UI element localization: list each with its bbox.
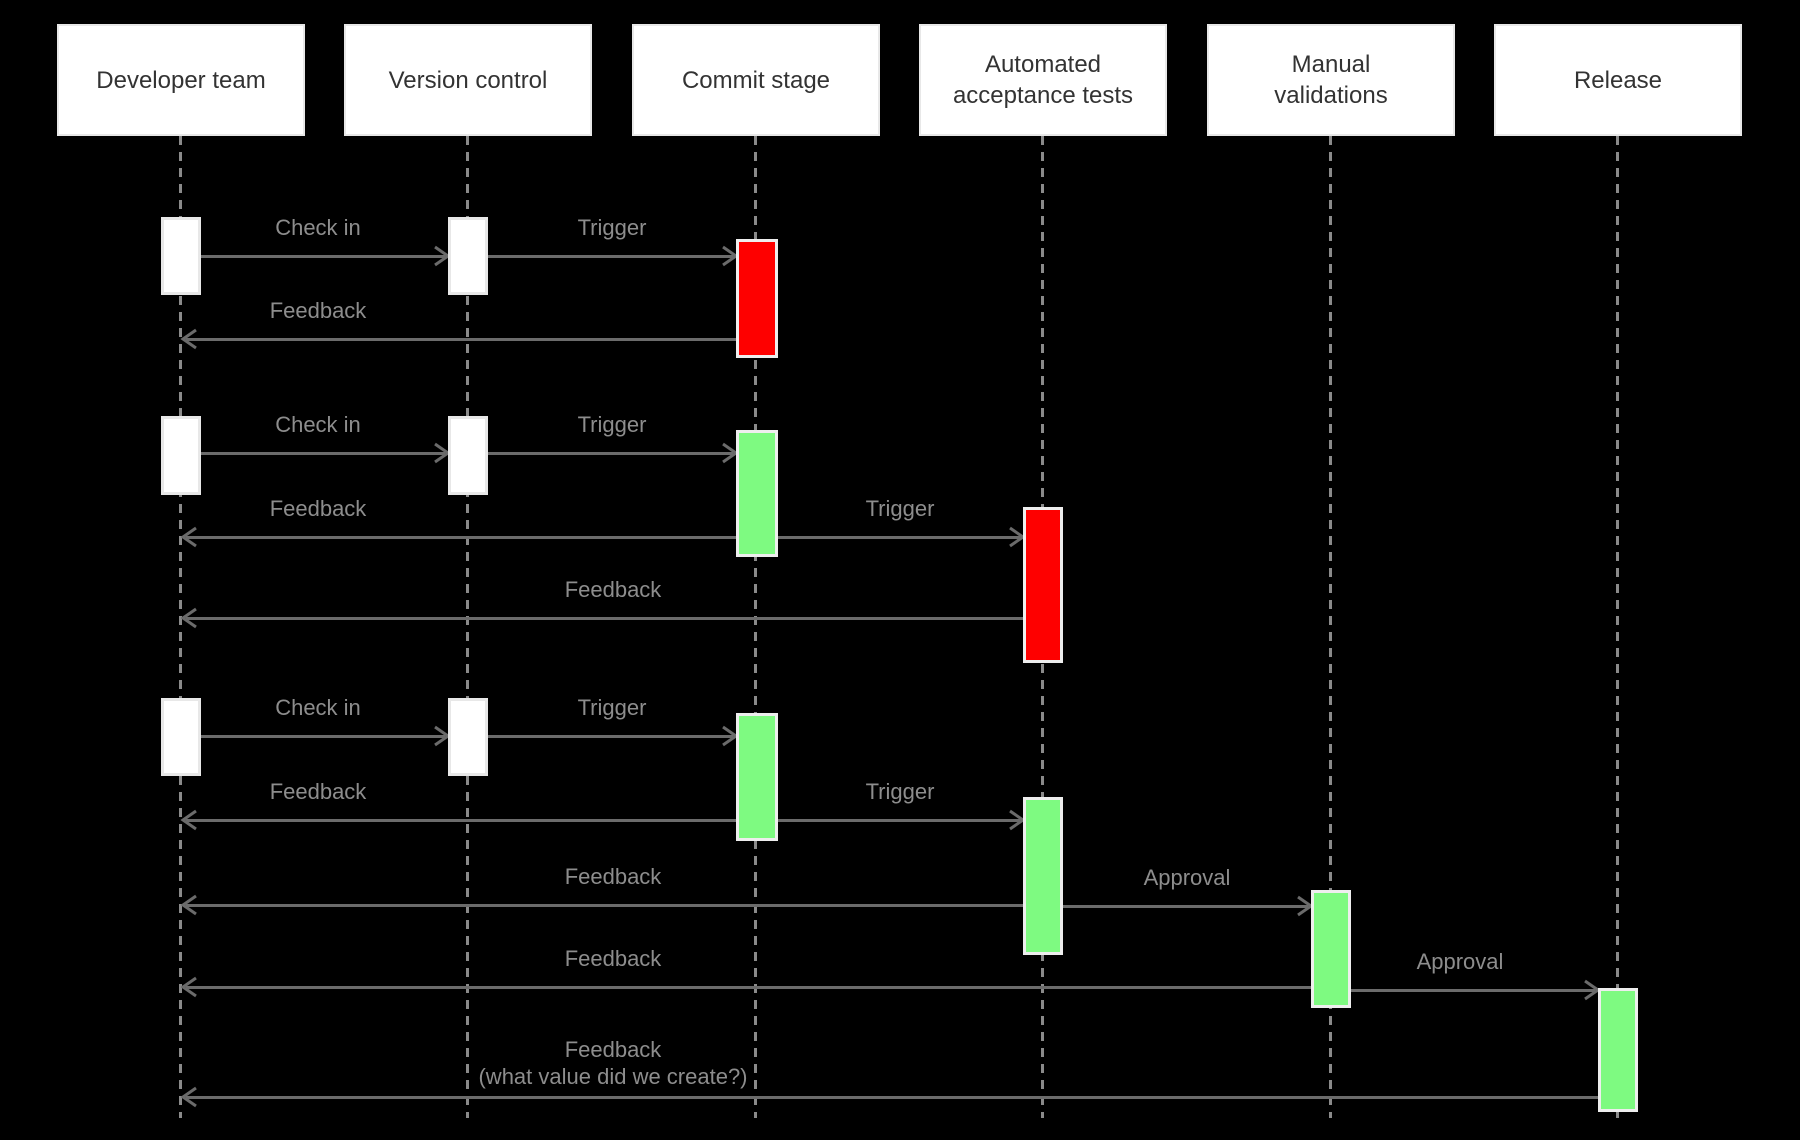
message-label-feedback-4: Feedback bbox=[269, 779, 367, 804]
activation-acceptance-tests-green bbox=[1023, 797, 1063, 955]
actor-header-commit-stage: Commit stage bbox=[632, 24, 880, 136]
activation-developer-1 bbox=[161, 217, 201, 295]
activation-version-control-3 bbox=[448, 698, 488, 776]
message-line-trigger-3 bbox=[778, 535, 1020, 539]
actor-header-automated-acceptance-tests: Automated acceptance tests bbox=[919, 24, 1167, 136]
message-label-trigger-5: Trigger bbox=[865, 779, 935, 804]
message-line-trigger-1 bbox=[488, 254, 733, 258]
message-label-feedback-1: Feedback bbox=[269, 298, 367, 323]
message-line-trigger-4 bbox=[488, 734, 733, 738]
message-label-feedback-2: Feedback bbox=[269, 496, 367, 521]
message-line-check-in-2 bbox=[201, 451, 445, 455]
arrowhead-feedback-5 bbox=[177, 892, 203, 918]
message-line-feedback-6 bbox=[186, 985, 1311, 989]
message-line-approval-2 bbox=[1351, 988, 1595, 992]
activation-release-green bbox=[1598, 988, 1638, 1112]
actor-label-developer-team: Developer team bbox=[96, 66, 266, 94]
message-line-trigger-5 bbox=[778, 818, 1020, 822]
arrowhead-feedback-4 bbox=[177, 807, 203, 833]
arrowhead-feedback-2 bbox=[177, 524, 203, 550]
message-line-feedback-2 bbox=[186, 535, 736, 539]
message-label-check-in-3: Check in bbox=[275, 695, 361, 720]
message-label-trigger-3: Trigger bbox=[865, 496, 935, 521]
message-line-trigger-2 bbox=[488, 451, 733, 455]
actor-label-release: Release bbox=[1573, 66, 1663, 94]
message-label-trigger-1: Trigger bbox=[577, 215, 647, 240]
actor-header-release: Release bbox=[1494, 24, 1742, 136]
arrowhead-feedback-1 bbox=[177, 326, 203, 352]
message-line-check-in-1 bbox=[201, 254, 445, 258]
arrowhead-feedback-6 bbox=[177, 974, 203, 1000]
activation-commit-stage-green-2 bbox=[736, 713, 778, 841]
actor-header-developer-team: Developer team bbox=[57, 24, 305, 136]
activation-commit-stage-red bbox=[736, 239, 778, 358]
arrowhead-feedback-3 bbox=[177, 605, 203, 631]
activation-developer-3 bbox=[161, 698, 201, 776]
message-line-check-in-3 bbox=[201, 734, 445, 738]
message-label-approval-2: Approval bbox=[1416, 949, 1504, 974]
lifeline-manual-validations bbox=[1329, 136, 1332, 1118]
actor-label-automated-acceptance-tests: Automated acceptance tests bbox=[952, 51, 1134, 109]
message-label-trigger-4: Trigger bbox=[577, 695, 647, 720]
message-label-check-in-2: Check in bbox=[275, 412, 361, 437]
activation-acceptance-tests-red bbox=[1023, 507, 1063, 663]
message-line-approval-1 bbox=[1063, 904, 1308, 908]
actor-header-manual-validations: Manual validations bbox=[1207, 24, 1455, 136]
lifeline-version-control bbox=[466, 136, 469, 1118]
actor-label-manual-validations: Manual validations bbox=[1274, 51, 1388, 109]
message-line-feedback-5 bbox=[186, 903, 1023, 907]
activation-developer-2 bbox=[161, 416, 201, 495]
activation-version-control-1 bbox=[448, 217, 488, 295]
message-line-feedback-1 bbox=[186, 337, 736, 341]
message-label-feedback-5: Feedback bbox=[564, 864, 662, 889]
message-label-feedback-6: Feedback bbox=[564, 946, 662, 971]
message-label-approval-1: Approval bbox=[1143, 865, 1231, 890]
message-label-check-in-1: Check in bbox=[275, 215, 361, 240]
actor-header-version-control: Version control bbox=[344, 24, 592, 136]
message-label-trigger-2: Trigger bbox=[577, 412, 647, 437]
arrowhead-feedback-7 bbox=[177, 1084, 203, 1110]
message-label-feedback-7: Feedback (what value did we create?) bbox=[478, 1037, 748, 1089]
activation-version-control-2 bbox=[448, 416, 488, 495]
actor-label-version-control: Version control bbox=[388, 66, 548, 94]
lifeline-developer-team bbox=[179, 136, 182, 1118]
message-line-feedback-7 bbox=[186, 1095, 1598, 1099]
message-line-feedback-3 bbox=[186, 616, 1023, 620]
activation-manual-validations-green bbox=[1311, 890, 1351, 1008]
message-label-feedback-3: Feedback bbox=[564, 577, 662, 602]
actor-label-commit-stage: Commit stage bbox=[681, 66, 831, 94]
activation-commit-stage-green-1 bbox=[736, 430, 778, 557]
lifeline-commit-stage bbox=[754, 136, 757, 1118]
message-line-feedback-4 bbox=[186, 818, 736, 822]
lifeline-release bbox=[1616, 136, 1619, 1118]
